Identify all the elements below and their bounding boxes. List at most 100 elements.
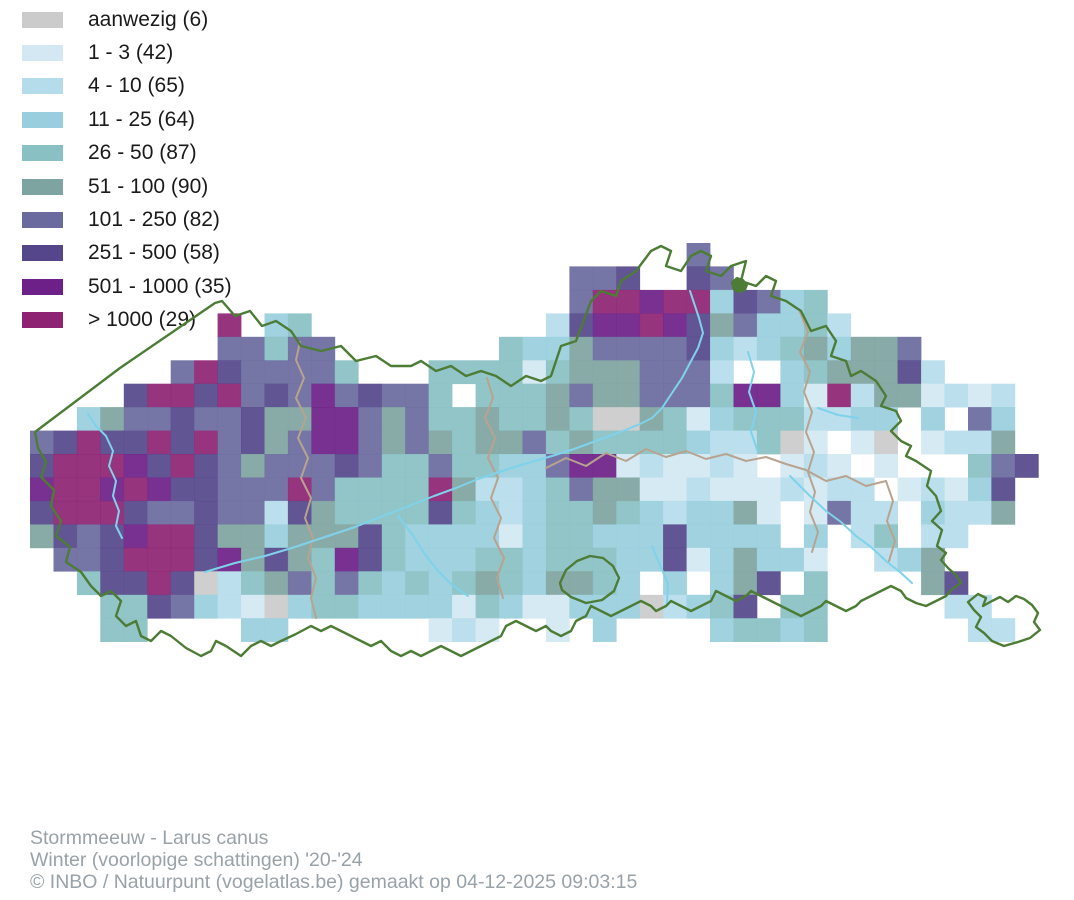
grid-cell (264, 430, 289, 455)
grid-cell (194, 477, 218, 502)
grid-cell (663, 547, 687, 572)
grid-cell (53, 524, 78, 549)
grid-cell (968, 383, 992, 408)
grid-cell (311, 360, 336, 385)
grid-cell (944, 524, 969, 549)
grid-cell (780, 360, 805, 385)
grid-cell (147, 571, 172, 596)
grid-cell (991, 500, 1016, 525)
grid-cell (803, 547, 828, 572)
grid-cell (733, 477, 758, 502)
grid-cell (874, 454, 898, 478)
grid-cell (405, 430, 429, 455)
grid-cell (897, 383, 922, 408)
grid-cell (780, 336, 805, 361)
grid-cell (147, 594, 172, 619)
grid-cell (592, 571, 617, 596)
grid-cell (30, 524, 54, 549)
grid-cell (264, 360, 289, 385)
grid-cell (311, 571, 336, 596)
grid-cell (710, 524, 734, 549)
grid-cell (592, 360, 617, 385)
grid-cell (428, 407, 453, 431)
grid-cell (311, 547, 336, 572)
grid-cell (241, 454, 265, 478)
legend-swatch (22, 111, 63, 128)
grid-cell (686, 313, 711, 338)
grid-cell (452, 594, 476, 619)
grid-cell (264, 571, 289, 596)
grid-cell (944, 594, 969, 619)
grid-cell (452, 430, 476, 455)
grid-cell (217, 477, 242, 502)
grid-cell (170, 524, 195, 549)
legend-item: 501 - 1000 (35) (22, 270, 232, 303)
grid-cell (850, 383, 875, 408)
grid-cell (756, 383, 781, 408)
grid-cell (686, 524, 711, 549)
grid-cell (827, 477, 852, 502)
grid-cell (850, 407, 875, 431)
grid-cell (780, 430, 805, 455)
grid-cell (663, 500, 687, 525)
grid-cell (76, 500, 101, 525)
caption-credit: © INBO / Natuurpunt (vogelatlas.be) gema… (30, 871, 638, 893)
grid-cell (686, 500, 711, 525)
grid-cell (334, 360, 359, 385)
grid-cell (569, 477, 594, 502)
grid-cell (241, 477, 265, 502)
grid-cell (381, 524, 406, 549)
grid-cell (733, 571, 758, 596)
grid-cell (921, 571, 945, 596)
grid-cell (194, 454, 218, 478)
grid-cell (475, 547, 500, 572)
grid-cell (569, 571, 594, 596)
grid-cell (147, 454, 172, 478)
grid-cell (123, 454, 148, 478)
grid-cell (733, 547, 758, 572)
grid-cell (569, 266, 594, 291)
grid-cell (311, 407, 336, 431)
grid-cell (147, 524, 172, 549)
grid-cell (874, 407, 898, 431)
legend-label: 26 - 50 (87) (88, 141, 197, 165)
grid-cell (921, 383, 945, 408)
grid-cell (499, 407, 523, 431)
grid-cell (733, 594, 758, 619)
grid-cell (616, 524, 641, 549)
grid-cell (780, 313, 805, 338)
grid-cell (991, 477, 1016, 502)
grid-cell (780, 547, 805, 572)
grid-cell (264, 547, 289, 572)
grid-cell (287, 547, 312, 572)
grid-cell (803, 407, 828, 431)
grid-cell (663, 313, 687, 338)
river-line (87, 290, 913, 604)
grid-cell (803, 289, 828, 314)
grid-cell (100, 547, 125, 572)
grid-cell (30, 430, 54, 455)
grid-cell (381, 547, 406, 572)
grid-cell (663, 289, 687, 314)
grid-cell (991, 383, 1016, 408)
grid-cell (569, 383, 594, 408)
grid-cell (100, 500, 125, 525)
grid-cell (499, 547, 523, 572)
grid-cell (100, 407, 125, 431)
grid-cell (170, 430, 195, 455)
legend-label: 1 - 3 (42) (88, 41, 174, 65)
grid-cell (710, 500, 734, 525)
grid-cell (311, 383, 336, 408)
grid-cell (569, 524, 594, 549)
grid-cell (545, 571, 570, 596)
grid-cell (194, 571, 218, 596)
legend-swatch (22, 11, 63, 28)
grid-cell (499, 524, 523, 549)
grid-cell (452, 500, 476, 525)
grid-cell (944, 430, 969, 455)
grid-cell (780, 477, 805, 502)
grid-cell (217, 571, 242, 596)
grid-cell (53, 430, 78, 455)
caption-species: Stormmeeuw - Larus canus (30, 827, 269, 849)
grid-cell (639, 500, 664, 525)
